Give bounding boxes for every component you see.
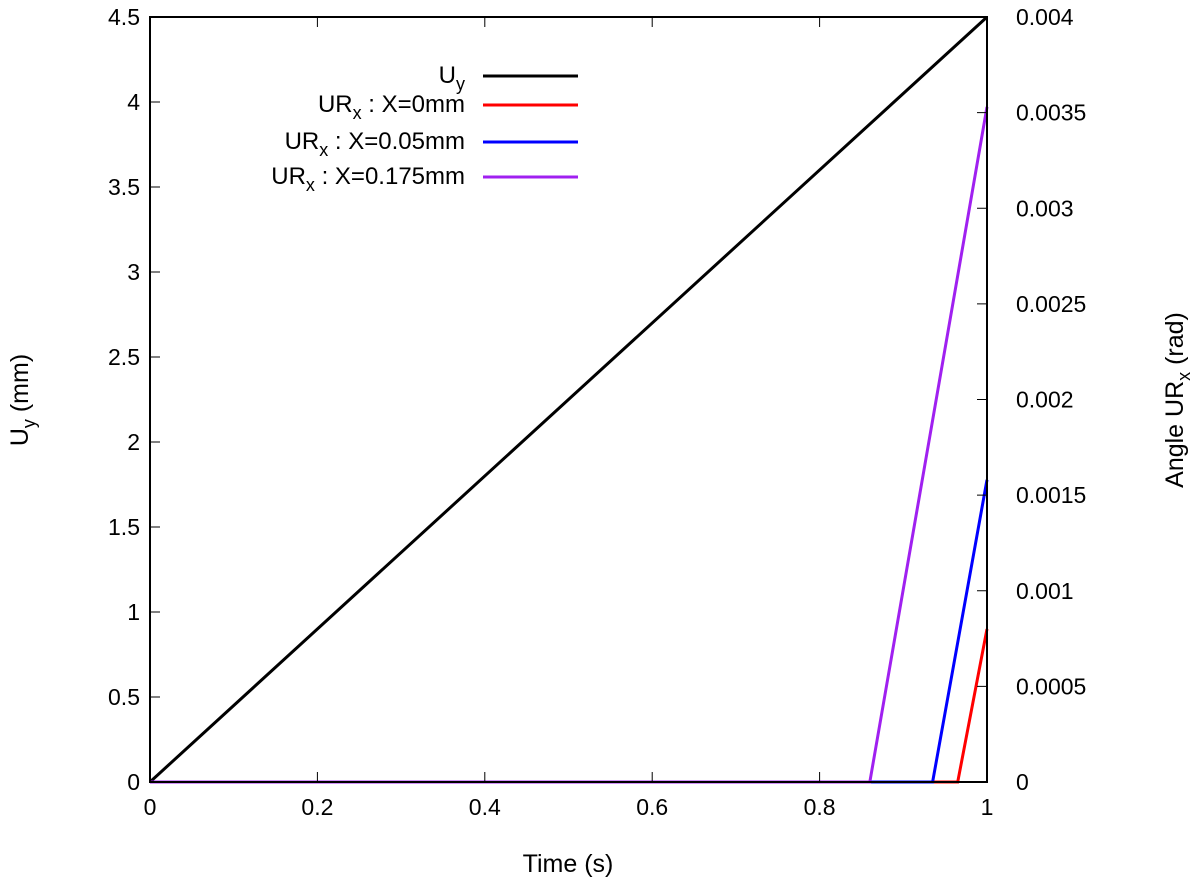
x-tick-label: 0.2 xyxy=(301,794,333,820)
y-tick-label: 3.5 xyxy=(108,174,140,200)
y-tick-label: 1 xyxy=(127,599,140,625)
y2-tick-label: 0.0025 xyxy=(1016,291,1086,317)
x-tick-label: 0 xyxy=(144,794,157,820)
x-tick-label: 0.8 xyxy=(804,794,836,820)
y-tick-label: 1.5 xyxy=(108,514,140,540)
y-axis-label: Uy (mm) xyxy=(6,354,39,446)
y2-tick-label: 0.004 xyxy=(1016,4,1074,30)
legend-label-0: Uy xyxy=(439,62,465,94)
y2-tick-label: 0.0015 xyxy=(1016,482,1086,508)
plot-lines xyxy=(148,15,989,784)
legend-label-2: URx : X=0.05mm xyxy=(285,128,465,160)
y-tick-label: 0.5 xyxy=(108,684,140,710)
series-line-3 xyxy=(150,106,989,784)
y-tick-label: 3 xyxy=(127,259,140,285)
y2-tick-label: 0.0035 xyxy=(1016,100,1086,126)
series-line-2 xyxy=(150,479,989,784)
y2-tick-label: 0.0005 xyxy=(1016,673,1086,699)
series-line-1 xyxy=(150,628,989,784)
y2-tick-label: 0.002 xyxy=(1016,387,1074,413)
y2-tick-label: 0.003 xyxy=(1016,195,1074,221)
y2-tick-label: 0 xyxy=(1016,769,1029,795)
y-tick-label: 2 xyxy=(127,429,140,455)
y2-tick-label: 0.001 xyxy=(1016,578,1074,604)
y-tick-label: 2.5 xyxy=(108,344,140,370)
x-tick-label: 0.4 xyxy=(469,794,501,820)
series-line-0 xyxy=(148,15,989,784)
y-tick-label: 4.5 xyxy=(108,4,140,30)
y-tick-label: 0 xyxy=(127,769,140,795)
legend-label-3: URx : X=0.175mm xyxy=(271,163,465,195)
x-tick-label: 1 xyxy=(981,794,994,820)
y2-axis-label: Angle URx (rad) xyxy=(1161,312,1194,488)
legend-label-1: URx : X=0mm xyxy=(318,91,465,123)
x-axis-label: Time (s) xyxy=(523,850,614,878)
axis-ticks: 0 0.2 0.4 0.6 0.8 100.511.522.533.544.500.000… xyxy=(108,4,1086,820)
y-tick-label: 4 xyxy=(127,89,140,115)
x-tick-label: 0.6 xyxy=(636,794,668,820)
